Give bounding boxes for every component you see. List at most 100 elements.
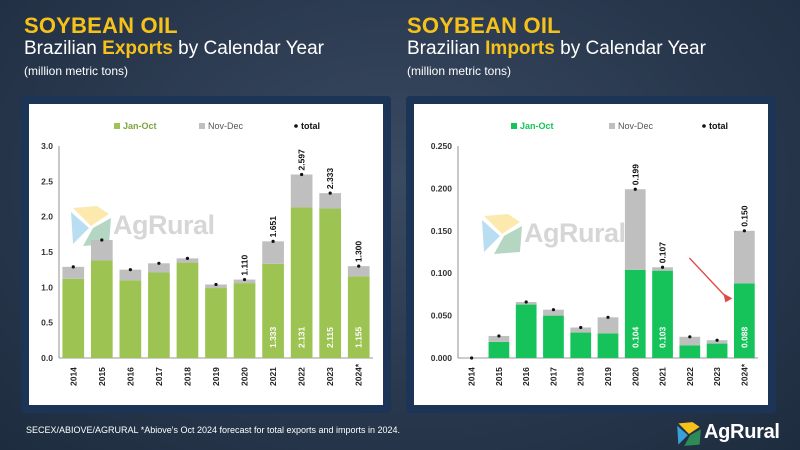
- imports-chart-panel: AgRural Jan-Oct Nov-Dec total 0.000 0.050 0.1…: [414, 104, 768, 405]
- total-marker: [328, 191, 332, 195]
- imports-title-block: SOYBEAN OIL Brazilian Imports by Calenda…: [407, 14, 706, 80]
- bar-nov-dec: [624, 189, 646, 270]
- total-marker: [271, 239, 275, 243]
- imports-subtitle-pre: Brazilian: [407, 38, 486, 59]
- bar-nov-dec: [90, 239, 113, 261]
- total-marker: [214, 282, 218, 287]
- bar-jan-oct: [679, 345, 701, 358]
- x-tick-label: 2018: [182, 367, 192, 386]
- total-marker: [100, 238, 104, 242]
- bar-nov-dec: [233, 279, 256, 284]
- y-tick-label: 0.150: [431, 226, 453, 236]
- bar-nov-dec: [652, 267, 673, 271]
- total-marker: [742, 229, 746, 233]
- bar-nov-dec: [597, 317, 619, 334]
- bar-value-label: 0.104: [630, 326, 640, 348]
- x-tick-label: 2015: [97, 367, 107, 386]
- bar-value-label: 2.115: [325, 327, 335, 348]
- watermark-text: AgRural: [113, 210, 215, 240]
- total-marker: [579, 325, 583, 330]
- bar-nov-dec: [570, 327, 592, 333]
- imports-watermark: AgRural: [480, 212, 660, 262]
- bar-jan-oct: [233, 283, 256, 358]
- x-tick-label: 2022: [685, 367, 695, 386]
- total-marker: [633, 187, 637, 191]
- total-marker: [300, 172, 304, 177]
- total-marker: [715, 338, 719, 342]
- exports-title: SOYBEAN OIL: [24, 13, 178, 38]
- source-footnote: SECEX/ABIOVE/AGRURAL *Abiove's Oct 2024 …: [26, 425, 401, 435]
- exports-chart: Jan-Oct Nov-Dec total 0.0 0.5 1.0 1.5 2.0 2.5 3.0…: [41, 121, 373, 386]
- legend-label-jan-oct: Jan-Oct: [123, 121, 157, 131]
- imports-subtitle-post: by Calendar Year: [554, 38, 706, 59]
- total-label: 0.199: [630, 164, 640, 186]
- legend-swatch-jan-oct: [511, 123, 517, 129]
- legend-label-nov-dec: Nov-Dec: [618, 121, 654, 131]
- total-label: 0.107: [658, 242, 668, 264]
- y-tick-label: 2.0: [41, 212, 53, 222]
- watermark-logo-icon: [71, 206, 111, 246]
- total-marker: [606, 315, 610, 319]
- x-tick-label: 2023: [712, 367, 722, 386]
- legend-label-nov-dec: Nov-Dec: [208, 121, 244, 131]
- bar-jan-oct: [290, 207, 313, 358]
- total-marker: [128, 268, 132, 272]
- bar-jan-oct: [543, 315, 564, 358]
- bar-value-label: 1.155: [354, 326, 364, 348]
- x-tick-label: 2020: [240, 367, 250, 386]
- bar-jan-oct: [347, 276, 370, 358]
- exports-subtitle: Brazilian Exports by Calendar Year: [24, 38, 324, 60]
- bar-jan-oct: [148, 272, 170, 358]
- x-tick-label: 2023: [325, 367, 335, 386]
- total-marker: [357, 264, 361, 268]
- total-label: 1.300: [354, 241, 364, 263]
- total-label: 1.651: [268, 216, 278, 238]
- x-tick-label: 2021: [268, 367, 278, 386]
- y-tick-label: 0.050: [431, 311, 453, 321]
- bar-value-label: 0.103: [658, 326, 668, 348]
- bar-jan-oct: [488, 341, 510, 358]
- bar-nov-dec: [543, 309, 564, 316]
- legend-label-jan-oct: Jan-Oct: [520, 121, 554, 131]
- imports-title: SOYBEAN OIL: [407, 13, 561, 38]
- bar-nov-dec: [290, 174, 313, 208]
- y-tick-label: 0.100: [431, 268, 453, 278]
- exports-title-block: SOYBEAN OIL Brazilian Exports by Calenda…: [24, 14, 324, 80]
- total-marker: [660, 265, 665, 269]
- x-tick-label: 2016: [125, 367, 135, 386]
- bar-jan-oct: [734, 283, 755, 358]
- legend-swatch-nov-dec: [609, 123, 615, 129]
- y-tick-label: 3.0: [41, 141, 53, 151]
- total-marker: [242, 277, 247, 282]
- annotation-arrow: [688, 257, 727, 298]
- y-tick-label: 0.000: [431, 353, 453, 363]
- imports-subtitle: Brazilian Imports by Calendar Year: [407, 38, 706, 60]
- x-tick-label: 2018: [576, 367, 586, 386]
- legend-label-total: total: [709, 121, 728, 131]
- bar-jan-oct: [319, 208, 342, 358]
- legend-label-total: total: [301, 121, 320, 131]
- y-tick-label: 0.0: [41, 353, 53, 363]
- watermark-logo-icon: [482, 214, 522, 254]
- bar-jan-oct: [90, 260, 113, 358]
- total-marker: [524, 300, 528, 304]
- legend-marker-total: [702, 124, 706, 128]
- x-tick-label: 2021: [658, 367, 668, 386]
- total-marker: [497, 334, 501, 338]
- bar-jan-oct: [62, 278, 85, 358]
- x-tick-label: 2014: [467, 367, 477, 386]
- bar-value-label: 0.088: [739, 326, 749, 348]
- x-tick-label: 2024*: [739, 363, 749, 386]
- bar-nov-dec: [148, 263, 170, 273]
- y-tick-label: 1.5: [41, 247, 53, 257]
- x-tick-label: 2017: [548, 367, 558, 386]
- exports-chart-frame: AgRural Jan-Oct Nov-Dec total 0.0 0.5 1.0 1.5 2…: [21, 96, 391, 413]
- legend-swatch-jan-oct: [114, 123, 120, 129]
- bar-nov-dec: [119, 269, 142, 281]
- legend-marker-total: [294, 124, 298, 128]
- total-marker: [157, 261, 161, 265]
- bar-jan-oct: [176, 262, 199, 358]
- bar-jan-oct: [652, 270, 673, 358]
- bar-nov-dec: [205, 284, 227, 289]
- total-marker: [688, 335, 692, 339]
